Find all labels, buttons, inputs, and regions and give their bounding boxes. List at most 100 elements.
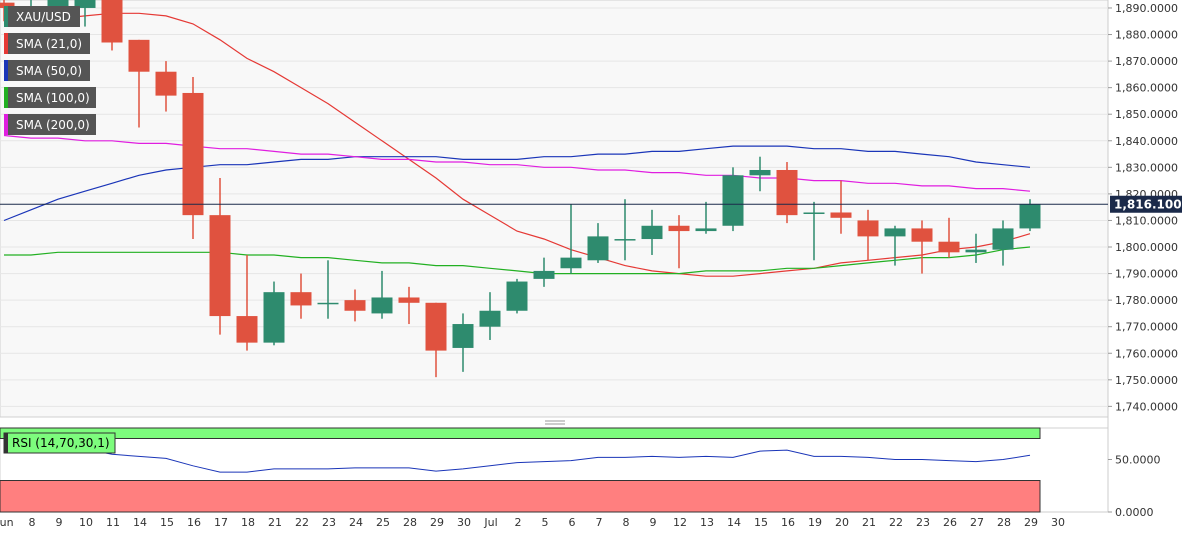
x-tick-label: 7 [596, 516, 603, 529]
rsi-legend[interactable]: RSI (14,70,30,1) [3, 432, 116, 454]
sma50-line [3, 145, 1031, 222]
x-tick-label: 26 [943, 516, 957, 529]
legend-symbol[interactable]: XAU/USD [4, 6, 80, 27]
candle [290, 273, 312, 319]
x-tick-label: 15 [160, 516, 174, 529]
y-tick-label: 1,870.0000 [1115, 55, 1178, 68]
x-tick-label: 21 [268, 516, 282, 529]
y-tick-label: 1,810.0000 [1115, 214, 1178, 227]
x-tick-label: 16 [781, 516, 795, 529]
x-tick-label: 27 [970, 516, 984, 529]
candle [749, 156, 771, 192]
y-tick-label: 1,800.0000 [1115, 241, 1178, 254]
y-tick-label: 1,790.0000 [1115, 268, 1178, 281]
x-tick-label: 23 [916, 516, 930, 529]
candle [182, 77, 204, 240]
x-tick-label: 29 [1024, 516, 1038, 529]
candle [587, 223, 609, 263]
candle-body [506, 281, 528, 311]
legend-sma100[interactable]: SMA (100,0) [4, 87, 96, 108]
panel-splitter[interactable] [545, 420, 565, 425]
current-price-tag: 1,816.1000 [1110, 195, 1190, 213]
candle [344, 289, 366, 322]
y-tick-label: 1,780.0000 [1115, 294, 1178, 307]
x-tick-label: 14 [727, 516, 741, 529]
candle [533, 257, 555, 287]
candle-body [965, 249, 987, 253]
x-tick-label: Jun [0, 516, 14, 529]
x-tick-label: 16 [187, 516, 201, 529]
x-tick-label: 29 [430, 516, 444, 529]
x-tick-label: 25 [376, 516, 390, 529]
candles [0, 0, 1041, 378]
rsi-zones [0, 427, 1041, 513]
candle [857, 209, 879, 261]
candle-body [803, 212, 825, 214]
candle-body [398, 297, 420, 303]
candle [155, 61, 177, 112]
candle [641, 209, 663, 255]
sma21-label: SMA (21,0) [16, 37, 82, 51]
y-tick-label: 1,850.0000 [1115, 108, 1178, 121]
x-tick-label: 22 [889, 516, 903, 529]
legend: XAU/USD SMA (21,0) SMA (50,0) SMA (100,0… [4, 6, 96, 135]
legend-sma200[interactable]: SMA (200,0) [4, 114, 96, 135]
candle-body [938, 241, 960, 253]
candle [965, 233, 987, 263]
x-tick-label: Jul [483, 516, 497, 529]
candle-body [290, 292, 312, 306]
candle-body [74, 0, 96, 8]
candle [128, 39, 150, 128]
x-tick-label: 8 [29, 516, 36, 529]
y-tick-label: 1,760.0000 [1115, 347, 1178, 360]
candle-body [722, 175, 744, 226]
y-tick-label: 1,740.0000 [1115, 400, 1178, 413]
symbol-label: XAU/USD [16, 10, 71, 24]
candle-body [479, 310, 501, 327]
candle-body [371, 297, 393, 314]
candle-body [317, 302, 339, 305]
legend-sma21[interactable]: SMA (21,0) [4, 33, 90, 54]
x-tick-label: 5 [542, 516, 549, 529]
candle-body [884, 228, 906, 237]
x-tick-label: 8 [623, 516, 630, 529]
x-tick-label: 12 [673, 516, 687, 529]
x-tick-label: 14 [133, 516, 147, 529]
x-tick-label: 10 [79, 516, 93, 529]
candle-body [695, 228, 717, 232]
candle [695, 201, 717, 234]
y-tick-label: 1,750.0000 [1115, 374, 1178, 387]
candle [101, 0, 123, 51]
candle-body [668, 225, 690, 232]
rsi-overbought-zone [0, 427, 1041, 439]
candle-body [911, 228, 933, 242]
candle [317, 260, 339, 319]
y-axis-ticks: 1,740.0000 1,750.0000 1,760.0000 1,770.0000… [1108, 2, 1178, 519]
rsi-oversold-zone [0, 480, 1041, 513]
candle [884, 225, 906, 266]
candle [452, 313, 474, 372]
sma21-line [3, 12, 1031, 277]
y-tick-label: 1,840.0000 [1115, 135, 1178, 148]
x-tick-label: 21 [862, 516, 876, 529]
candle-body [776, 169, 798, 216]
x-tick-label: 13 [700, 516, 714, 529]
candle-body [155, 71, 177, 96]
legend-sma50[interactable]: SMA (50,0) [4, 60, 90, 81]
rsi-label: RSI (14,70,30,1) [12, 436, 110, 450]
candle-body [587, 236, 609, 261]
x-tick-label: 2 [515, 516, 522, 529]
candle-body [128, 39, 150, 72]
sma200-label: SMA (200,0) [16, 118, 90, 132]
y-tick-label: 1,860.0000 [1115, 82, 1178, 95]
x-tick-label: 9 [56, 516, 63, 529]
y-tick-label: 1,830.0000 [1115, 161, 1178, 174]
candle-body [749, 169, 771, 176]
x-tick-label: 17 [214, 516, 228, 529]
x-tick-label: 20 [835, 516, 849, 529]
candle-body [425, 302, 447, 351]
candle [938, 217, 960, 258]
x-tick-label: 11 [106, 516, 120, 529]
y-tick-label: 1,770.0000 [1115, 321, 1178, 334]
